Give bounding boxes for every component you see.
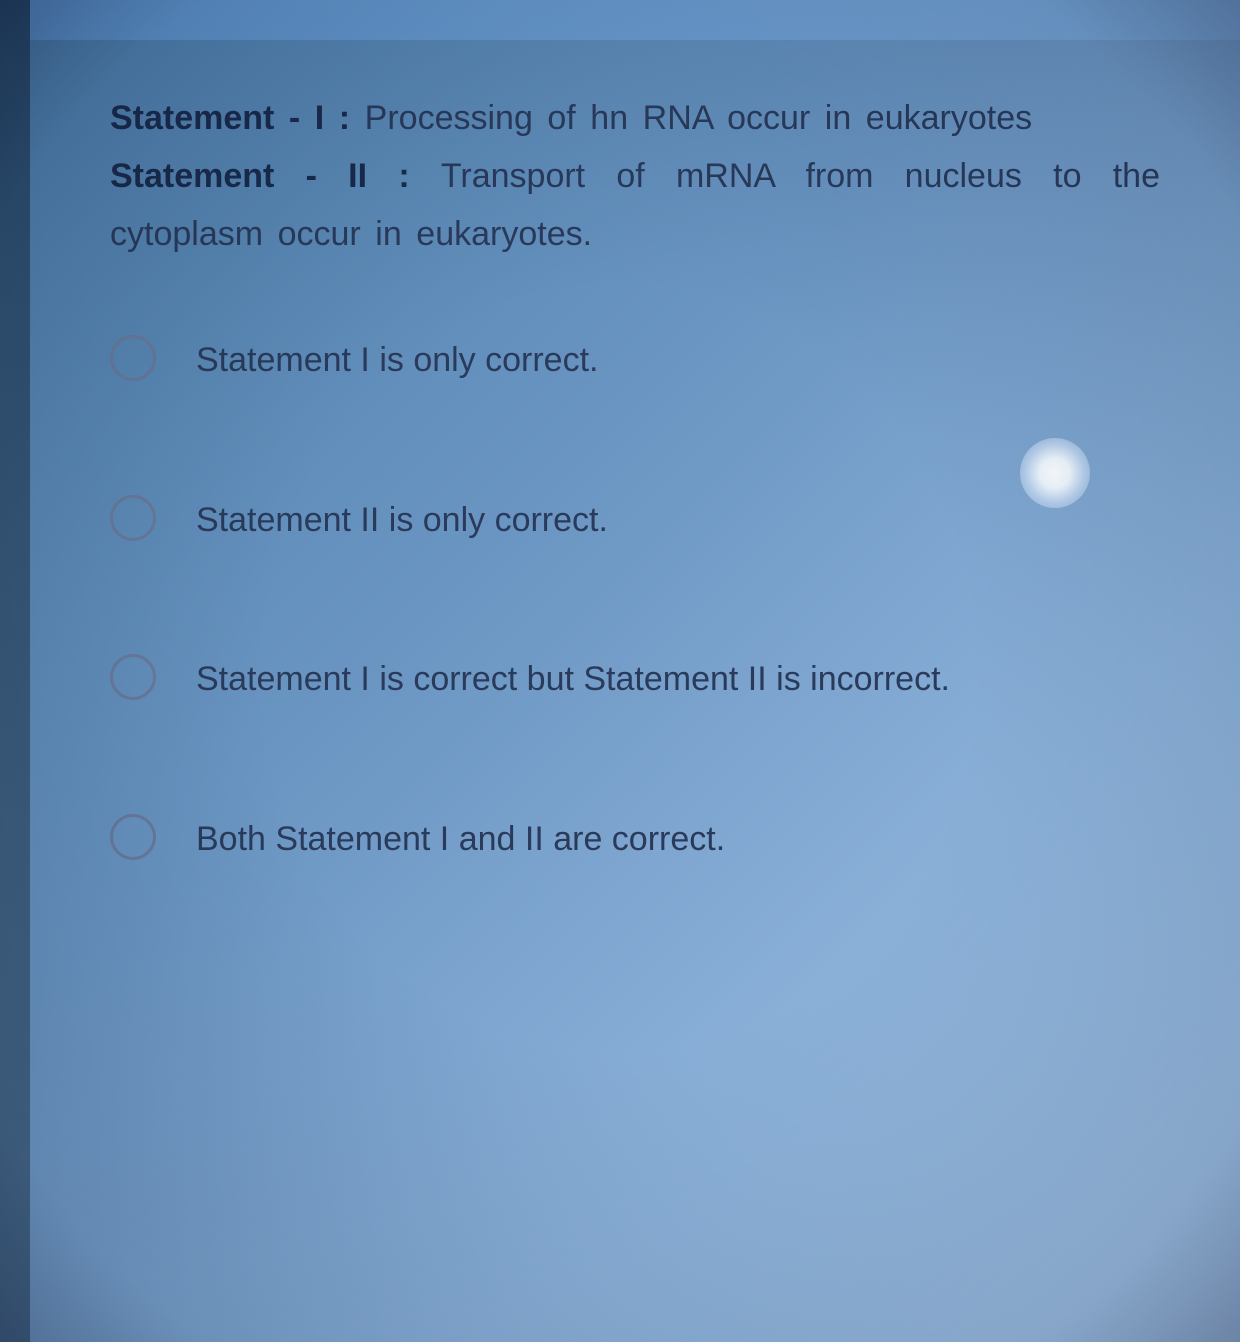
option-a[interactable]: Statement I is only correct. [110,333,1160,387]
option-c[interactable]: Statement I is correct but Statement II … [110,652,1160,706]
radio-button-b[interactable] [110,495,156,541]
option-b[interactable]: Statement II is only correct. [110,493,1160,547]
radio-button-a[interactable] [110,335,156,381]
statement-2-label: Statement - II : [110,157,441,195]
option-d[interactable]: Both Statement I and II are correct. [110,812,1160,866]
option-b-text: Statement II is only correct. [196,493,1160,547]
radio-button-c[interactable] [110,654,156,700]
left-edge-strip [0,0,30,1342]
statement-2: Statement - II : Transport of mRNA from … [110,148,1160,264]
option-d-text: Both Statement I and II are correct. [196,812,1160,866]
statement-1: Statement - I : Processing of hn RNA occ… [110,90,1160,148]
statement-1-text: Processing of hn RNA occur in eukaryotes [365,99,1032,137]
statement-1-label: Statement - I : [110,99,365,137]
question-content: Statement - I : Processing of hn RNA occ… [0,40,1240,1021]
option-c-text: Statement I is correct but Statement II … [196,652,1160,706]
statements-block: Statement - I : Processing of hn RNA occ… [110,90,1160,263]
options-list: Statement I is only correct. Statement I… [110,333,1160,866]
top-header-strip [0,0,1240,40]
radio-button-d[interactable] [110,814,156,860]
option-a-text: Statement I is only correct. [196,333,1160,387]
